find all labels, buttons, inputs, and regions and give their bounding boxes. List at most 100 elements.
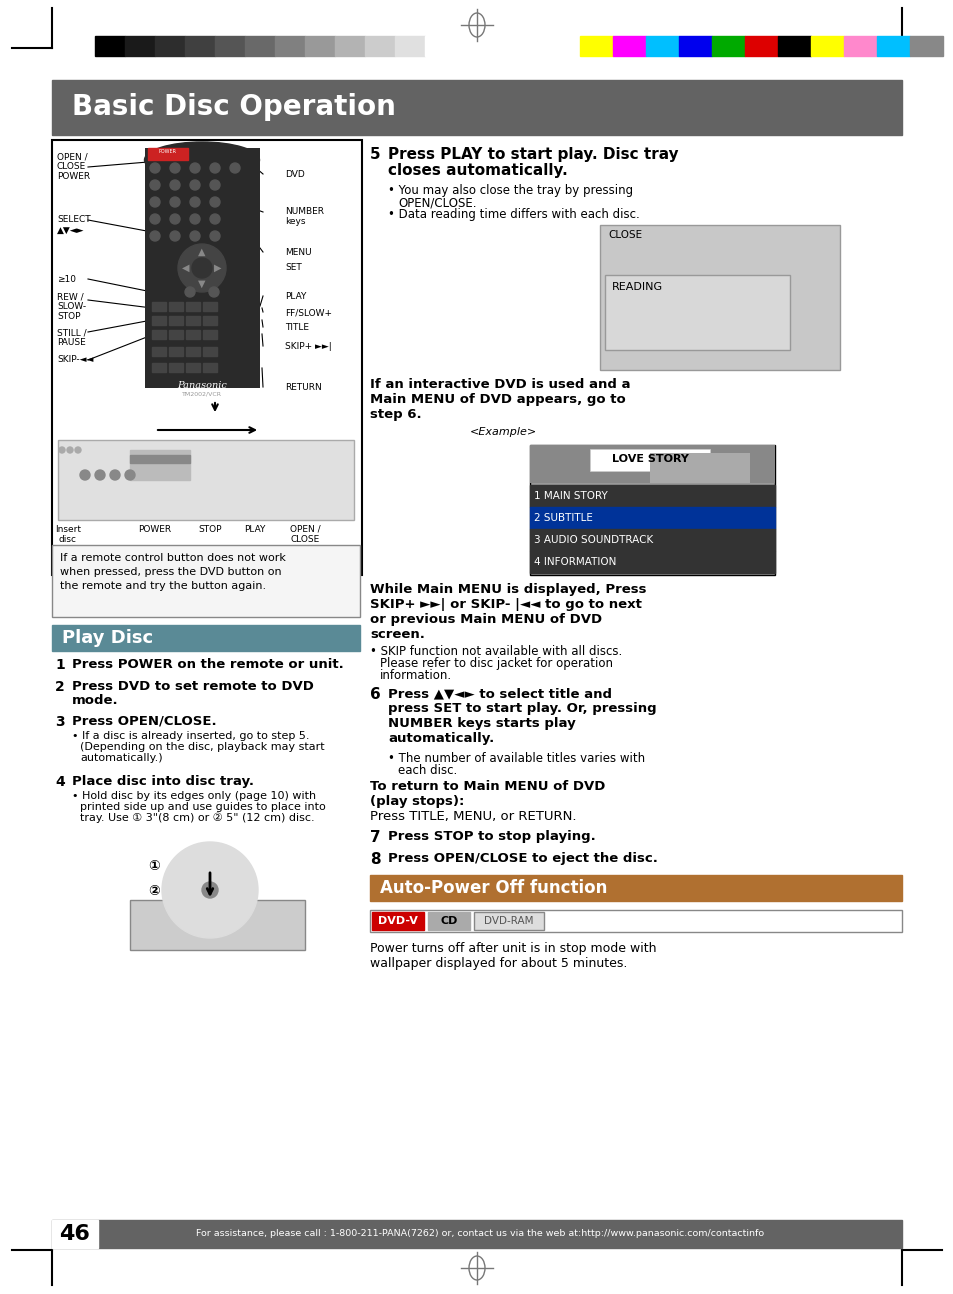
Bar: [530, 445, 774, 483]
Text: DVD-V: DVD-V: [377, 916, 417, 927]
Bar: [52, 1220, 98, 1247]
Text: POWER: POWER: [138, 525, 172, 534]
Bar: [52, 80, 901, 135]
Bar: [152, 330, 166, 339]
Bar: [130, 450, 190, 480]
Bar: [186, 347, 200, 356]
Circle shape: [162, 842, 257, 938]
Bar: [711, 36, 744, 56]
Circle shape: [150, 197, 160, 207]
Text: Press STOP to stop playing.: Press STOP to stop playing.: [388, 829, 595, 842]
Bar: [335, 36, 365, 56]
Text: Press TITLE, MENU, or RETURN.: Press TITLE, MENU, or RETURN.: [370, 810, 576, 823]
Text: 3 AUDIO SOUNDTRACK: 3 AUDIO SOUNDTRACK: [534, 534, 653, 545]
Text: SELECT: SELECT: [57, 215, 91, 224]
Text: tray. Use ① 3"(8 cm) or ② 5" (12 cm) disc.: tray. Use ① 3"(8 cm) or ② 5" (12 cm) dis…: [80, 813, 314, 823]
Bar: [203, 316, 216, 325]
Text: • Hold disc by its edges only (page 10) with: • Hold disc by its edges only (page 10) …: [71, 791, 315, 801]
Bar: [95, 36, 125, 56]
Circle shape: [210, 232, 220, 241]
Circle shape: [150, 163, 160, 173]
Text: • SKIP function not available with all discs.: • SKIP function not available with all d…: [370, 644, 621, 659]
Bar: [203, 347, 216, 356]
Bar: [613, 36, 645, 56]
Circle shape: [59, 446, 65, 453]
Circle shape: [190, 214, 200, 224]
Text: ②: ②: [148, 884, 159, 898]
Text: SKIP+ ►►| or SKIP- |◄◄ to go to next: SKIP+ ►►| or SKIP- |◄◄ to go to next: [370, 598, 641, 611]
Circle shape: [190, 197, 200, 207]
Text: 2: 2: [55, 681, 65, 694]
Text: ▲: ▲: [198, 247, 206, 258]
Circle shape: [210, 180, 220, 190]
Text: TM2002/VCR: TM2002/VCR: [182, 392, 222, 397]
Circle shape: [150, 214, 160, 224]
Text: ◀: ◀: [182, 263, 190, 273]
Bar: [169, 364, 183, 371]
Circle shape: [125, 470, 135, 480]
Text: While Main MENU is displayed, Press: While Main MENU is displayed, Press: [370, 584, 646, 597]
Bar: [58, 440, 354, 520]
Text: each disc.: each disc.: [397, 763, 456, 776]
Text: MENU: MENU: [285, 248, 312, 258]
Circle shape: [210, 214, 220, 224]
Bar: [169, 316, 183, 325]
Bar: [530, 551, 774, 573]
Circle shape: [190, 232, 200, 241]
Text: or previous Main MENU of DVD: or previous Main MENU of DVD: [370, 613, 601, 626]
Bar: [169, 302, 183, 311]
Circle shape: [67, 446, 73, 453]
Text: (Depending on the disc, playback may start: (Depending on the disc, playback may sta…: [80, 741, 324, 752]
Text: automatically.): automatically.): [80, 753, 162, 763]
Text: • The number of available titles varies with: • The number of available titles varies …: [388, 752, 644, 765]
Bar: [169, 347, 183, 356]
Text: 3: 3: [55, 716, 65, 729]
Bar: [424, 36, 455, 56]
Circle shape: [230, 163, 240, 173]
Text: CLOSE: CLOSE: [57, 162, 86, 171]
Text: CD: CD: [440, 916, 457, 927]
Text: REW /: REW /: [57, 292, 84, 302]
Text: Power turns off after unit is in stop mode with: Power turns off after unit is in stop mo…: [370, 942, 656, 955]
Text: NUMBER: NUMBER: [285, 207, 324, 216]
Text: DVD-RAM: DVD-RAM: [484, 916, 533, 927]
Bar: [365, 36, 395, 56]
Circle shape: [210, 197, 220, 207]
Text: wallpaper displayed for about 5 minutes.: wallpaper displayed for about 5 minutes.: [370, 958, 627, 970]
Text: Main MENU of DVD appears, go to: Main MENU of DVD appears, go to: [370, 393, 625, 406]
Text: 5: 5: [370, 148, 380, 162]
Circle shape: [209, 287, 219, 298]
Bar: [169, 330, 183, 339]
Bar: [148, 148, 188, 160]
Text: STILL /: STILL /: [57, 327, 87, 336]
Bar: [185, 36, 214, 56]
Text: OPEN /
CLOSE: OPEN / CLOSE: [290, 525, 320, 545]
Text: screen.: screen.: [370, 628, 424, 641]
Text: SKIP+ ►►|: SKIP+ ►►|: [285, 342, 332, 351]
Text: 8: 8: [370, 851, 380, 867]
Text: 1 MAIN STORY: 1 MAIN STORY: [534, 490, 607, 501]
Bar: [843, 36, 876, 56]
Text: If a remote control button does not work
when pressed, press the DVD button on
t: If a remote control button does not work…: [60, 553, 286, 591]
Text: Press OPEN/CLOSE.: Press OPEN/CLOSE.: [71, 716, 216, 729]
Text: ▶: ▶: [214, 263, 221, 273]
Bar: [645, 36, 679, 56]
Circle shape: [192, 258, 212, 278]
Bar: [214, 36, 245, 56]
Circle shape: [170, 180, 180, 190]
Text: 7: 7: [370, 829, 380, 845]
Text: SKIP-◄◄: SKIP-◄◄: [57, 355, 93, 364]
Circle shape: [170, 214, 180, 224]
Text: STOP: STOP: [57, 312, 80, 321]
Ellipse shape: [144, 142, 259, 179]
Bar: [599, 225, 840, 370]
Text: TITLE: TITLE: [285, 324, 309, 333]
Text: Auto-Power Off function: Auto-Power Off function: [379, 879, 607, 897]
Text: • You may also close the tray by pressing: • You may also close the tray by pressin…: [388, 184, 633, 197]
Bar: [203, 302, 216, 311]
Bar: [649, 453, 749, 483]
Text: Press ▲▼◄► to select title and: Press ▲▼◄► to select title and: [388, 687, 612, 700]
Text: Press OPEN/CLOSE to eject the disc.: Press OPEN/CLOSE to eject the disc.: [388, 851, 658, 864]
Bar: [203, 330, 216, 339]
Bar: [274, 36, 305, 56]
